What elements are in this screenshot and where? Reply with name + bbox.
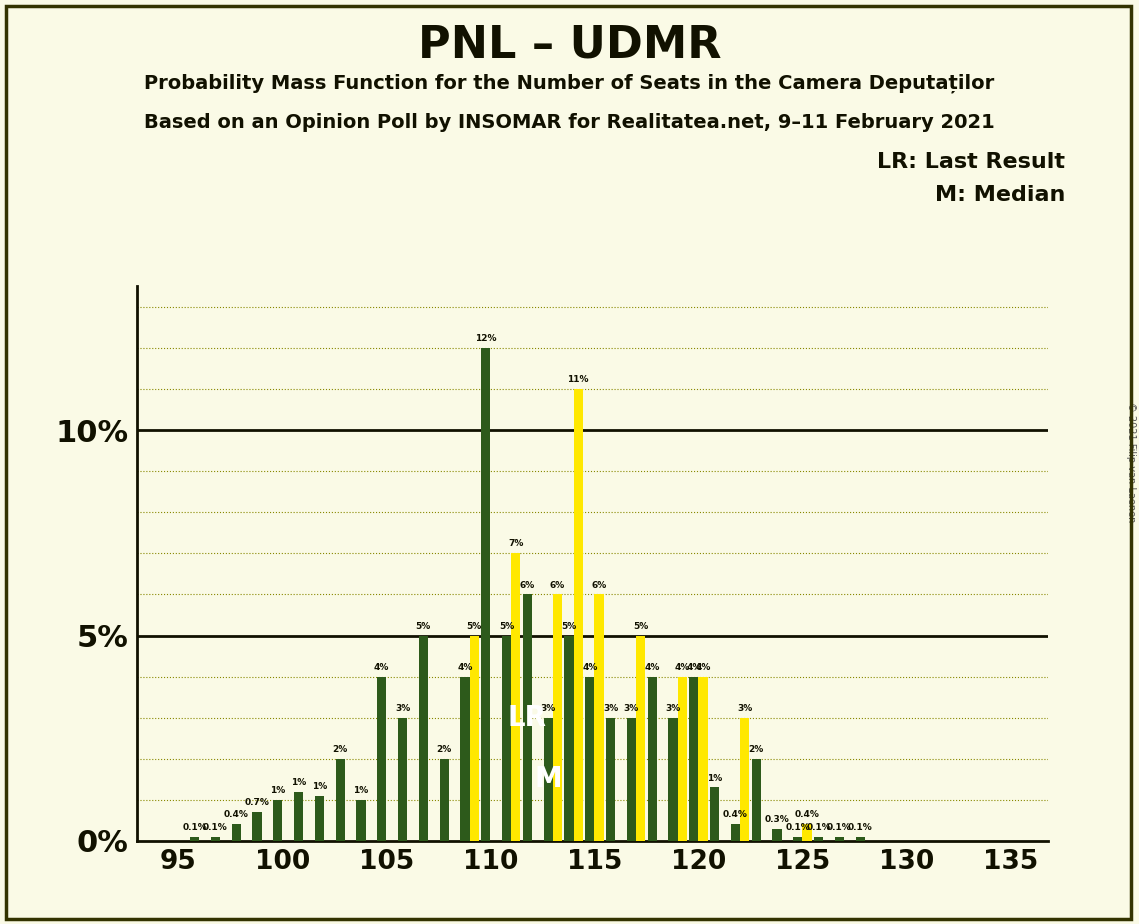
Bar — [190, 837, 199, 841]
Bar — [211, 837, 220, 841]
Bar — [336, 759, 345, 841]
Text: 7%: 7% — [508, 540, 524, 549]
Text: 3%: 3% — [395, 704, 410, 712]
Text: 3%: 3% — [737, 704, 752, 712]
Text: 4%: 4% — [457, 663, 473, 672]
Text: © 2021 Filip van Laenen: © 2021 Filip van Laenen — [1126, 402, 1136, 522]
Text: LR: LR — [508, 704, 547, 732]
Bar — [740, 718, 749, 841]
Bar — [772, 829, 781, 841]
Text: 4%: 4% — [674, 663, 690, 672]
Bar — [502, 636, 511, 841]
Bar — [698, 676, 707, 841]
Text: 6%: 6% — [591, 580, 607, 590]
Bar — [231, 824, 240, 841]
Bar — [814, 837, 823, 841]
Text: 0.1%: 0.1% — [827, 822, 852, 832]
Text: LR: Last Result: LR: Last Result — [877, 152, 1065, 173]
Text: 11%: 11% — [567, 375, 589, 384]
Text: 0.1%: 0.1% — [847, 822, 872, 832]
Bar — [585, 676, 595, 841]
Text: Probability Mass Function for the Number of Seats in the Camera Deputaților: Probability Mass Function for the Number… — [145, 74, 994, 93]
Text: 0.1%: 0.1% — [806, 822, 831, 832]
Text: M: Median: M: Median — [935, 185, 1065, 205]
Text: 0.7%: 0.7% — [245, 798, 269, 808]
Bar — [731, 824, 740, 841]
Bar — [253, 812, 262, 841]
Text: 6%: 6% — [550, 580, 565, 590]
Bar — [543, 718, 552, 841]
Text: 1%: 1% — [312, 782, 327, 791]
Bar — [469, 636, 478, 841]
Bar — [710, 787, 719, 841]
Text: 0.4%: 0.4% — [223, 810, 248, 820]
Text: 4%: 4% — [582, 663, 598, 672]
Bar — [595, 594, 604, 841]
Text: 5%: 5% — [633, 622, 648, 630]
Bar — [294, 792, 303, 841]
Text: 0.1%: 0.1% — [182, 822, 207, 832]
Text: 4%: 4% — [374, 663, 390, 672]
Bar — [678, 676, 687, 841]
Bar — [752, 759, 761, 841]
Text: 1%: 1% — [290, 778, 306, 786]
Text: 0.4%: 0.4% — [795, 810, 819, 820]
Bar — [523, 594, 532, 841]
Bar — [648, 676, 657, 841]
Bar — [460, 676, 469, 841]
Text: 4%: 4% — [686, 663, 702, 672]
Text: 2%: 2% — [436, 745, 452, 754]
Bar — [626, 718, 636, 841]
Bar — [574, 389, 583, 841]
Bar — [440, 759, 449, 841]
Text: 3%: 3% — [624, 704, 639, 712]
Text: M: M — [534, 765, 562, 793]
Text: 5%: 5% — [562, 622, 576, 630]
Text: 3%: 3% — [541, 704, 556, 712]
Text: 6%: 6% — [519, 580, 535, 590]
Text: 5%: 5% — [416, 622, 431, 630]
Bar — [377, 676, 386, 841]
Text: 5%: 5% — [499, 622, 514, 630]
Text: PNL – UDMR: PNL – UDMR — [418, 23, 721, 67]
Bar — [855, 837, 865, 841]
Bar — [565, 636, 574, 841]
Bar — [689, 676, 698, 841]
Bar — [314, 796, 323, 841]
Bar — [793, 837, 802, 841]
Text: 12%: 12% — [475, 334, 497, 343]
Bar — [802, 824, 812, 841]
Text: 1%: 1% — [353, 785, 369, 795]
Text: 5%: 5% — [467, 622, 482, 630]
Bar — [481, 348, 491, 841]
Bar — [511, 553, 521, 841]
Text: 3%: 3% — [603, 704, 618, 712]
Bar — [606, 718, 615, 841]
Bar — [636, 636, 645, 841]
Bar — [419, 636, 428, 841]
Text: 0.3%: 0.3% — [764, 815, 789, 823]
Text: 3%: 3% — [665, 704, 681, 712]
Text: 1%: 1% — [270, 785, 286, 795]
Text: 2%: 2% — [333, 745, 347, 754]
Bar — [398, 718, 407, 841]
Text: 0.1%: 0.1% — [786, 822, 810, 832]
Text: 1%: 1% — [707, 773, 722, 783]
Text: 0.4%: 0.4% — [723, 810, 748, 820]
Text: 4%: 4% — [645, 663, 659, 672]
Bar — [357, 800, 366, 841]
Text: 4%: 4% — [695, 663, 711, 672]
Text: Based on an Opinion Poll by INSOMAR for Realitatea.net, 9–11 February 2021: Based on an Opinion Poll by INSOMAR for … — [145, 113, 994, 132]
Text: 2%: 2% — [748, 745, 764, 754]
Text: 0.1%: 0.1% — [203, 822, 228, 832]
Bar — [552, 594, 562, 841]
Bar — [835, 837, 844, 841]
Bar — [669, 718, 678, 841]
Bar — [273, 800, 282, 841]
